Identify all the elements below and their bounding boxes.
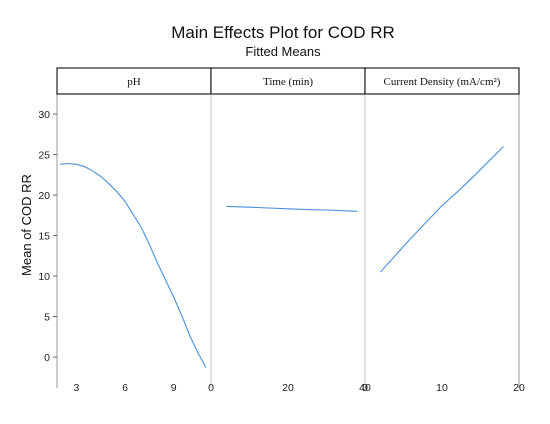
x-tick-label: 9 [171, 382, 177, 394]
x-tick-label: 3 [74, 382, 80, 394]
y-tick-label: 0 [44, 352, 50, 364]
y-tick-label: 30 [38, 109, 50, 121]
y-tick-label: 10 [38, 271, 50, 283]
x-tick-label: 20 [282, 382, 294, 394]
chart-subtitle: Fitted Means [245, 44, 321, 59]
x-tick-label: 0 [208, 382, 214, 394]
panel-header-label: Time (min) [263, 76, 313, 88]
series-line-panel-1 [60, 162, 207, 368]
y-tick-label: 20 [38, 190, 50, 202]
y-tick-label: 25 [38, 150, 50, 162]
x-tick-label: 6 [122, 382, 128, 394]
y-axis: 0 5 10 15 20 25 30 [38, 109, 57, 364]
panel-1: pH 3 6 9 [56, 67, 212, 394]
y-axis-label: Mean of COD RR [19, 174, 34, 276]
series-line-panel-2 [226, 205, 358, 212]
y-tick-label: 15 [38, 231, 50, 243]
panel-3: Current Density (mA/cm²) 0 10 20 [362, 67, 525, 394]
panel-header-box [364, 67, 520, 95]
x-tick-label: 0 [362, 382, 368, 394]
panel-header-label: Current Density (mA/cm²) [384, 76, 501, 88]
chart-title: Main Effects Plot for COD RR [171, 23, 395, 42]
x-tick-label: 20 [513, 382, 525, 394]
y-tick-label: 5 [44, 312, 50, 324]
series-line-panel-3 [379, 146, 504, 273]
panel-header-label: pH [127, 76, 141, 88]
x-tick-label: 10 [436, 382, 448, 394]
